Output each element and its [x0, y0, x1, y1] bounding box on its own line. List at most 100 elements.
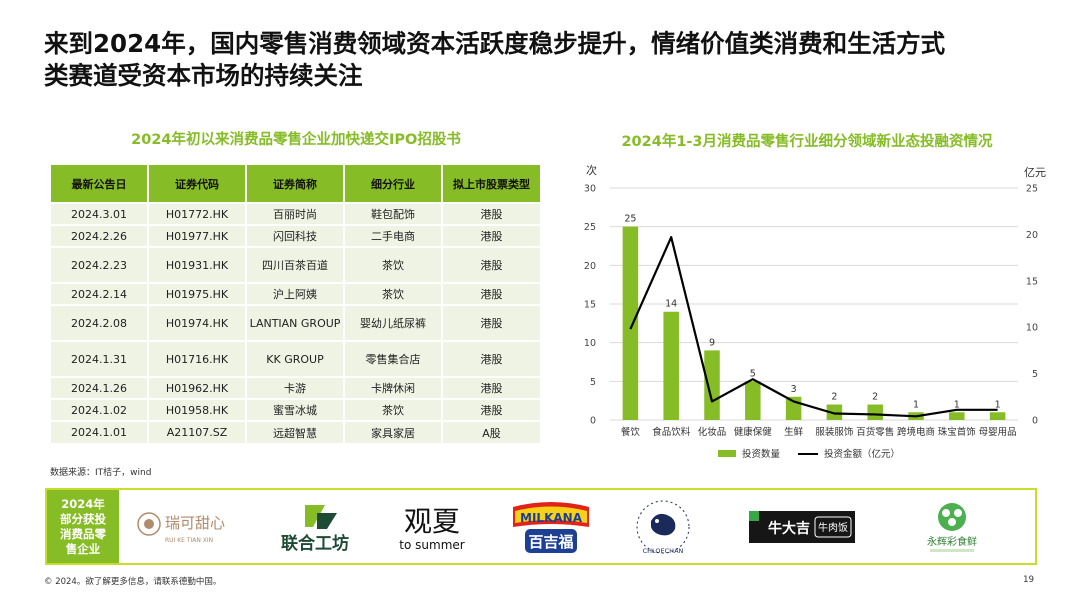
y-tick-label: 0 [590, 416, 596, 427]
ruike-tianxin-text: 瑞可甜心 [165, 514, 225, 532]
cell-code: H01962.HK [148, 376, 247, 399]
table-row: 2024.1.26 H01962.HK 卡游 卡牌休闲 港股 [51, 376, 540, 399]
table-row: 2024.1.01 A21107.SZ 远超智慧 家具家居 A股 [51, 420, 540, 443]
ruike-tianxin-logo: 瑞可甜心 RUI KE TIAN XIN [135, 496, 245, 558]
y2-tick-label: 20 [1026, 230, 1038, 241]
logos-band-label-text: 2024年部分获投消费品零售企业 [60, 496, 106, 556]
x-tick-label: 化妆品 [698, 426, 727, 438]
cell-name: 远超智慧 [246, 420, 345, 443]
cell-date: 2024.1.02 [51, 398, 149, 421]
lianhe-gongfang-text: 联合工坊 [281, 533, 349, 554]
y2-tick-label: 15 [1026, 276, 1038, 287]
cell-industry: 鞋包配饰 [344, 202, 443, 225]
cell-code: H01958.HK [148, 398, 247, 421]
table-row: 2024.2.23 H01931.HK 四川百茶百道 茶饮 港股 [51, 246, 540, 283]
cell-name: 蜜雪冰城 [246, 398, 345, 421]
cell-date: 2024.2.23 [51, 246, 149, 283]
bar-data-label: 2 [831, 392, 837, 403]
x-tick-label: 母婴用品 [979, 427, 1017, 438]
cell-industry: 婴幼儿纸尿裤 [344, 304, 443, 341]
header-code: 证券代码 [148, 165, 247, 203]
x-tick-label: 跨境电商 [897, 426, 935, 438]
y2-tick-label: 0 [1032, 416, 1038, 427]
bar [622, 226, 639, 420]
footer-copyright: © 2024。欲了解更多信息，请联系德勤中国。 [44, 577, 222, 587]
bar [989, 412, 1006, 420]
table-row: 2024.2.26 H01977.HK 闪回科技 二手电商 港股 [51, 224, 540, 247]
guanxia-sub: to summer [399, 538, 464, 552]
table-row: 2024.3.01 H01772.HK 百丽时尚 鞋包配饰 港股 [51, 202, 540, 225]
bar-data-label: 25 [624, 214, 636, 225]
x-tick-label: 生鲜 [784, 426, 804, 438]
milkana-logo: MILKANA 百吉福 [507, 496, 595, 558]
bar [745, 381, 761, 420]
ruike-tianxin-sub: RUI KE TIAN XIN [165, 537, 213, 544]
bar-data-label: 9 [709, 337, 715, 348]
niudaji-logo: 牛大吉 牛肉饭 [749, 496, 855, 558]
header-name: 证券简称 [246, 165, 345, 203]
cell-name: 沪上阿姨 [246, 282, 345, 305]
x-tick-label: 百货零售 [856, 426, 894, 438]
table-row: 2024.1.02 H01958.HK 蜜雪冰城 茶饮 港股 [51, 398, 540, 421]
y-tick-label: 5 [590, 377, 596, 388]
bar [826, 404, 843, 420]
cell-industry: 卡牌休闲 [344, 376, 443, 399]
y2-tick-label: 25 [1026, 184, 1038, 195]
y2-axis-label: 亿元 [1024, 166, 1046, 179]
series-line [629, 236, 998, 418]
cell-industry: 零售集合店 [344, 340, 443, 377]
legend-label-line: 投资金额（亿元） [824, 448, 900, 460]
y-tick-label: 15 [584, 300, 596, 311]
header-industry: 细分行业 [344, 165, 443, 203]
data-source: 数据来源：IT桔子，wind [50, 468, 152, 478]
milkana-sub: 百吉福 [528, 533, 573, 551]
bar-data-label: 3 [791, 384, 797, 395]
cell-date: 2024.1.31 [51, 340, 149, 377]
cell-listing-type: 港股 [442, 340, 540, 377]
milkana-text: MILKANA [520, 511, 583, 525]
cell-name: LANTIAN GROUP [246, 304, 345, 341]
y-tick-label: 20 [584, 261, 596, 272]
cell-code: H01977.HK [148, 224, 247, 247]
header-listing-type: 拟上市股票类型 [442, 165, 540, 203]
cell-date: 2024.3.01 [51, 202, 149, 225]
yonghui-text: 永辉彩食鲜 [927, 535, 977, 548]
cell-date: 2024.2.26 [51, 224, 149, 247]
title-line-1: 来到2024年，国内零售消费领域资本活跃度稳步提升，情绪价值类消费和生活方式 [44, 29, 946, 58]
cell-name: 四川百茶百道 [246, 246, 345, 283]
x-tick-label: 健康保健 [734, 426, 773, 438]
niudaji-sub: 牛肉饭 [818, 521, 848, 534]
cell-listing-type: 港股 [442, 246, 540, 283]
cell-name: 闪回科技 [246, 224, 345, 247]
cell-code: H01931.HK [148, 246, 247, 283]
page-number: 19 [1023, 575, 1034, 585]
investment-chart: 0 5 10 15 20 25 30 0 5 10 15 20 25 次 亿元 25 14 9 5 3 2 2 1 1 1 餐饮食… [584, 163, 1046, 460]
cell-code: H01975.HK [148, 282, 247, 305]
header-date: 最新公告日 [51, 165, 149, 203]
chloechan-logo: CHLOECHAN [627, 496, 699, 558]
cell-name: 卡游 [246, 376, 345, 399]
x-tick-label: 食品饮料 [652, 426, 691, 438]
cell-listing-type: 港股 [442, 304, 540, 341]
guanxia-logo: 观夏 to summer [382, 496, 482, 558]
lianhe-gongfang-logo: 联合工坊 [265, 496, 365, 558]
chart-title: 2024年1-3月消费品零售行业细分领域新业态投融资情况 [621, 134, 993, 150]
bar-data-label: 2 [872, 392, 878, 403]
cell-listing-type: 港股 [442, 282, 540, 305]
cell-industry: 茶饮 [344, 398, 443, 421]
page-title: 来到2024年，国内零售消费领域资本活跃度稳步提升，情绪价值类消费和生活方式 类… [44, 28, 1054, 92]
table-subtitle: 2024年初以来消费品零售企业加快递交IPO招股书 [131, 132, 461, 148]
table-header-row: 最新公告日 证券代码 证券简称 细分行业 拟上市股票类型 [51, 165, 540, 203]
table-row: 2024.2.14 H01975.HK 沪上阿姨 茶饮 港股 [51, 282, 540, 305]
y2-tick-label: 5 [1032, 369, 1038, 380]
niudaji-text: 牛大吉 [768, 520, 810, 537]
cell-code: H01772.HK [148, 202, 247, 225]
cell-listing-type: 港股 [442, 202, 540, 225]
cell-code: H01716.HK [148, 340, 247, 377]
logos-band: 2024年部分获投消费品零售企业 瑞可甜心 RUI KE TIAN XIN 联合… [45, 488, 1037, 565]
cell-industry: 二手电商 [344, 224, 443, 247]
guanxia-text: 观夏 [404, 505, 460, 538]
bar [867, 404, 883, 420]
cell-industry: 茶饮 [344, 246, 443, 283]
yonghui-caishixian-logo: 永辉彩食鲜 [912, 496, 992, 558]
